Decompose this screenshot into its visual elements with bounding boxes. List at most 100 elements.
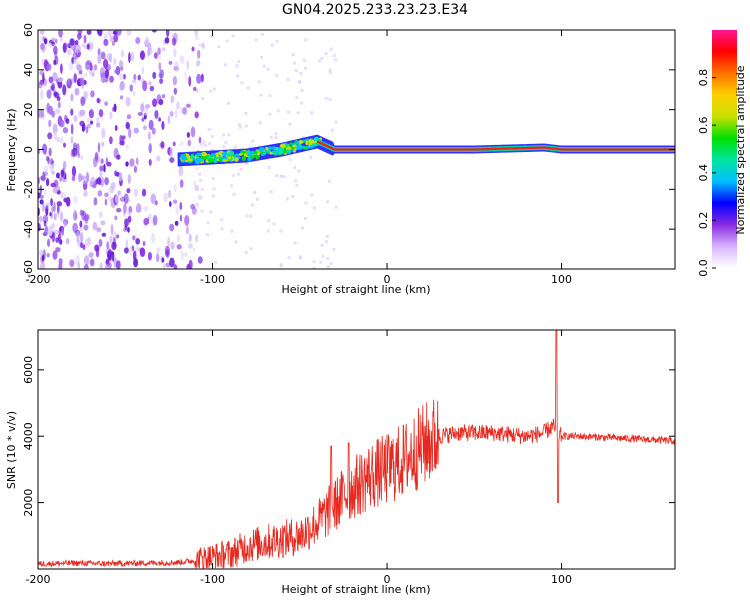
noise-blob <box>73 115 78 123</box>
noise-blob <box>89 258 95 267</box>
noise-speck <box>257 80 261 84</box>
noise-blob <box>54 92 60 99</box>
noise-blob <box>42 143 48 155</box>
noise-blob <box>163 192 169 203</box>
noise-speck <box>320 243 324 247</box>
signal-blob <box>259 147 265 153</box>
noise-blob <box>197 49 201 59</box>
noise-blob <box>49 164 53 173</box>
signal-blob <box>283 150 287 154</box>
noise-blob <box>125 121 130 130</box>
noise-speck <box>325 240 329 244</box>
noise-blob <box>155 253 160 263</box>
noise-blob <box>51 170 55 175</box>
noise-speck <box>293 241 297 245</box>
noise-blob <box>139 50 146 61</box>
noise-blob <box>80 231 84 243</box>
noise-blob <box>133 73 137 81</box>
signal-blob <box>297 141 303 144</box>
noise-blob <box>161 47 166 52</box>
noise-blob <box>135 203 142 213</box>
noise-blob <box>127 174 131 184</box>
noise-blob <box>47 132 53 140</box>
noise-blob <box>52 250 58 260</box>
noise-blob <box>123 193 129 204</box>
noise-blob <box>90 90 95 98</box>
noise-speck <box>249 214 253 218</box>
noise-blob <box>58 227 62 236</box>
noise-blob <box>158 62 162 71</box>
noise-blob <box>125 96 131 107</box>
signal-blob <box>234 157 239 162</box>
noise-blob <box>185 76 189 81</box>
noise-blob <box>39 199 44 205</box>
noise-blob <box>140 103 145 113</box>
noise-speck <box>212 87 216 91</box>
noise-blob <box>44 224 49 235</box>
noise-blob <box>97 54 102 64</box>
noise-speck <box>324 52 328 56</box>
noise-speck <box>302 58 306 62</box>
noise-blob <box>161 120 165 130</box>
noise-speck <box>279 263 283 267</box>
noise-blob <box>196 73 202 84</box>
signal-blob <box>268 146 272 150</box>
noise-blob <box>92 221 98 231</box>
noise-blob <box>133 165 138 173</box>
noise-blob <box>56 136 61 143</box>
noise-blob <box>56 172 60 179</box>
noise-speck <box>291 53 295 57</box>
noise-blob <box>125 161 129 167</box>
noise-blob <box>50 198 53 207</box>
noise-blob <box>93 64 98 71</box>
noise-blob <box>141 66 145 75</box>
signal-blob <box>229 151 235 157</box>
noise-blob <box>120 49 125 58</box>
noise-blob <box>169 223 175 232</box>
noise-blob <box>108 53 113 63</box>
noise-speck <box>207 127 211 131</box>
noise-blob <box>124 218 129 227</box>
noise-speck <box>334 58 338 62</box>
noise-speck <box>326 200 330 204</box>
noise-blob <box>128 245 133 256</box>
noise-speck <box>299 71 303 75</box>
noise-blob <box>191 46 195 52</box>
noise-speck <box>318 59 322 63</box>
noise-blob <box>132 250 137 262</box>
signal-blob <box>212 153 217 158</box>
noise-blob <box>63 221 67 228</box>
noise-speck <box>236 74 240 78</box>
noise-speck <box>312 206 316 210</box>
noise-blob <box>123 207 126 218</box>
noise-blob <box>151 30 157 33</box>
noise-speck <box>310 193 314 197</box>
noise-blob <box>82 175 88 185</box>
noise-blob <box>51 37 56 42</box>
noise-speck <box>304 38 308 42</box>
noise-blob <box>57 101 61 109</box>
noise-blob <box>62 127 69 134</box>
noise-blob <box>66 81 72 87</box>
noise-blob <box>148 213 152 220</box>
noise-blob <box>95 178 99 185</box>
noise-blob <box>49 162 55 170</box>
noise-blob <box>38 82 43 89</box>
signal-core-line <box>316 140 675 151</box>
x-tick-label: 0 <box>384 573 391 586</box>
noise-blob <box>114 170 118 177</box>
noise-blob <box>88 252 94 258</box>
noise-blob <box>147 251 152 261</box>
noise-blob <box>46 252 50 258</box>
noise-blob <box>56 185 61 191</box>
noise-blob <box>56 211 60 218</box>
noise-speck <box>270 43 274 47</box>
noise-blob <box>43 165 49 176</box>
noise-blob <box>88 109 94 119</box>
noise-blob <box>168 201 172 207</box>
noise-blob <box>176 101 180 110</box>
noise-speck <box>319 260 323 264</box>
noise-blob <box>97 142 101 153</box>
noise-blob <box>172 75 178 86</box>
noise-speck <box>324 97 328 101</box>
